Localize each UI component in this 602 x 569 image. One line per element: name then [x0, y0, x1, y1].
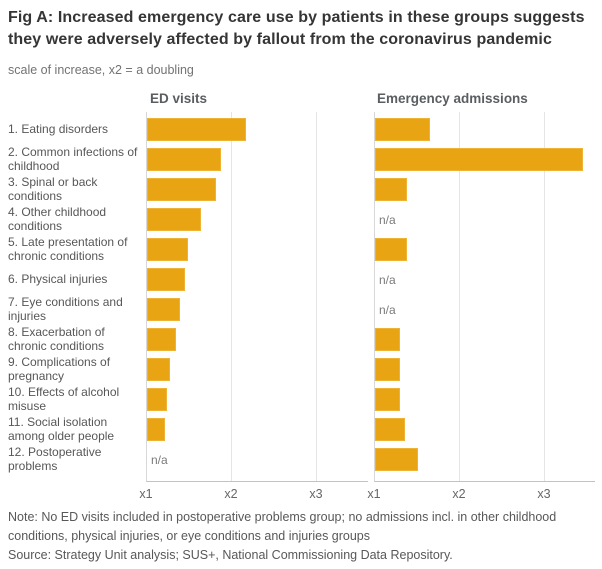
- bar-admissions-row-2: [375, 148, 583, 171]
- bar-ed-visits-row-3: [147, 178, 216, 201]
- bar-ed-visits-row-6: [147, 268, 185, 291]
- bar-ed-visits-row-8: [147, 328, 176, 351]
- category-label-8: 8. Exacerbation of chronic conditions: [8, 324, 105, 354]
- category-label-1: 1. Eating disorders: [8, 121, 109, 136]
- bar-ed-visits-row-11: [147, 418, 165, 441]
- na-label-row-6: n/a: [379, 272, 396, 287]
- figure-title: Fig A: Increased emergency care use by p…: [8, 9, 585, 48]
- bar-ed-visits-row-1: [147, 118, 246, 141]
- na-label-row-12: n/a: [151, 452, 168, 467]
- bar-admissions-row-1: [375, 118, 430, 141]
- category-label-4: 4. Other childhood conditions: [8, 204, 107, 234]
- panel-header-ed-visits: ED visits: [150, 91, 208, 106]
- x-tick-left-x1: x1: [139, 487, 153, 501]
- category-label-column: 1. Eating disorders 2. Common infections …: [8, 112, 145, 481]
- category-label-10: 10. Effects of alcohol misuse: [8, 384, 120, 414]
- x-tick-right-x3: x3: [537, 487, 551, 501]
- x-tick-right-x1: x1: [367, 487, 381, 501]
- bar-admissions-row-12: [375, 448, 418, 471]
- bar-admissions-row-5: [375, 238, 407, 261]
- bar-admissions-row-9: [375, 358, 400, 381]
- category-label-11: 11. Social isolation among older people: [8, 414, 115, 444]
- ed-visits-panel: n/a: [146, 112, 368, 482]
- category-label-3: 3. Spinal or back conditions: [8, 174, 98, 204]
- x-tick-right-x2: x2: [452, 487, 466, 501]
- bar-admissions-row-11: [375, 418, 405, 441]
- x-tick-left-x3: x3: [309, 487, 323, 501]
- category-label-6: 6. Physical injuries: [8, 271, 108, 286]
- gridline-x3: [544, 112, 545, 481]
- gridline-x2: [459, 112, 460, 481]
- panel-header-emergency-admissions: Emergency admissions: [377, 91, 528, 106]
- na-label-row-7: n/a: [379, 302, 396, 317]
- bar-admissions-row-3: [375, 178, 407, 201]
- category-label-7: 7. Eye conditions and injuries: [8, 294, 123, 324]
- bar-ed-visits-row-2: [147, 148, 221, 171]
- bar-ed-visits-row-5: [147, 238, 188, 261]
- source-text: Source: Strategy Unit analysis; SUS+, Na…: [8, 548, 453, 562]
- bar-admissions-row-10: [375, 388, 400, 411]
- bar-admissions-row-8: [375, 328, 400, 351]
- bar-ed-visits-row-10: [147, 388, 167, 411]
- x-tick-left-x2: x2: [224, 487, 238, 501]
- figure-subtitle: scale of increase, x2 = a doubling: [8, 63, 194, 77]
- gridline-x3: [316, 112, 317, 481]
- category-label-9: 9. Complications of pregnancy: [8, 354, 111, 384]
- category-label-12: 12. Postoperative problems: [8, 444, 102, 474]
- category-label-5: 5. Late presentation of chronic conditio…: [8, 234, 128, 264]
- emergency-admissions-panel: n/a n/a n/a: [374, 112, 595, 482]
- gridline-x2: [231, 112, 232, 481]
- bar-ed-visits-row-7: [147, 298, 180, 321]
- bar-ed-visits-row-9: [147, 358, 170, 381]
- na-label-row-4: n/a: [379, 212, 396, 227]
- bar-ed-visits-row-4: [147, 208, 201, 231]
- category-label-2: 2. Common infections of childhood: [8, 144, 138, 174]
- note-text: Note: No ED visits included in postopera…: [8, 510, 557, 543]
